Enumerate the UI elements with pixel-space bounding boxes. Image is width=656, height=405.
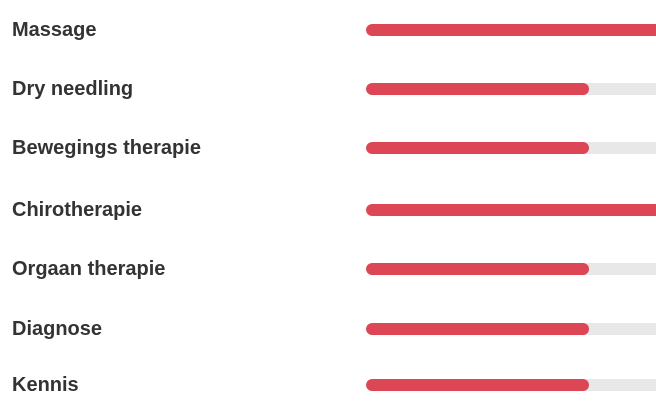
skills-list: Massage Dry needling Bewegings therapie … xyxy=(0,10,656,396)
skill-label: Chirotherapie xyxy=(12,199,143,221)
skill-bar-fill xyxy=(366,24,656,36)
skill-row-massage: Massage xyxy=(0,10,656,50)
skill-row-dry-needling: Dry needling xyxy=(0,69,656,109)
skill-bar-track xyxy=(366,24,656,36)
skill-label: Massage xyxy=(12,19,97,41)
skill-row-diagnose: Diagnose xyxy=(0,309,656,349)
skill-bar-fill xyxy=(366,142,589,154)
skill-bar-fill xyxy=(366,263,589,275)
skill-bar-track xyxy=(366,142,656,154)
skill-label: Dry needling xyxy=(12,78,134,100)
skill-bar-fill xyxy=(366,323,589,335)
skill-bar-track xyxy=(366,379,656,391)
skill-bar-fill xyxy=(366,204,656,216)
skill-bar-track xyxy=(366,263,656,275)
skill-label: Diagnose xyxy=(12,318,103,340)
skill-label: Orgaan therapie xyxy=(12,258,166,280)
skill-bar-track xyxy=(366,83,656,95)
skill-row-kennis: Kennis xyxy=(0,365,656,405)
skill-row-bewegings-therapie: Bewegings therapie xyxy=(0,128,656,168)
skill-label: Kennis xyxy=(12,374,79,396)
skill-row-chirotherapie: Chirotherapie xyxy=(0,190,656,230)
skill-bar-track xyxy=(366,204,656,216)
skill-label: Bewegings therapie xyxy=(12,137,201,159)
skill-bar-fill xyxy=(366,379,589,391)
skill-bar-track xyxy=(366,323,656,335)
skill-bar-fill xyxy=(366,83,589,95)
skill-row-orgaan-therapie: Orgaan therapie xyxy=(0,249,656,289)
